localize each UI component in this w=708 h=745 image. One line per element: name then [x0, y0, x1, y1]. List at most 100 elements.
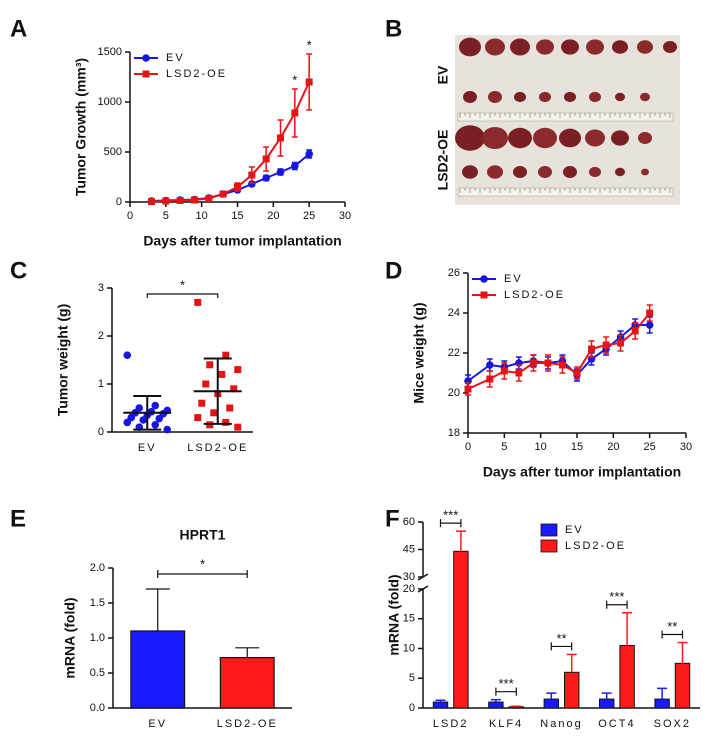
error-bar	[490, 698, 501, 703]
tumor	[611, 130, 629, 146]
tumor	[459, 37, 481, 57]
point	[486, 375, 494, 383]
y-tick-label: 500	[104, 146, 122, 158]
bar	[130, 630, 186, 709]
panel-letter: D	[385, 257, 402, 284]
point	[230, 385, 238, 393]
y-tick-label: 1000	[98, 96, 122, 108]
point	[529, 359, 537, 367]
x-tick-label: OCT4	[598, 718, 635, 730]
point	[544, 359, 552, 367]
legend-label: EV	[504, 273, 523, 285]
x-tick-label: 15	[571, 441, 583, 453]
tumor	[589, 91, 601, 103]
y-tick-label: 2	[98, 330, 104, 342]
point	[155, 414, 164, 423]
y-tick-label: 15	[403, 613, 415, 625]
point	[558, 361, 566, 369]
error-bar	[677, 641, 688, 664]
tumor	[615, 92, 625, 102]
bar	[674, 662, 691, 709]
series-line	[467, 324, 650, 382]
point	[234, 423, 242, 431]
legend-label: EV	[166, 52, 185, 64]
bar	[654, 698, 670, 709]
series-line	[151, 153, 310, 202]
significance: *	[200, 556, 205, 571]
tumor	[508, 127, 532, 149]
x-tick-label: 10	[535, 441, 547, 453]
bar	[432, 701, 449, 709]
y-tick-label: 45	[403, 543, 415, 555]
significance-bracket	[550, 642, 573, 651]
series-line	[151, 81, 311, 203]
x-axis-label: Days after tumor implantation	[143, 233, 341, 249]
panel-letter: F	[385, 505, 400, 532]
significance: ***	[609, 589, 624, 604]
tumor	[533, 127, 557, 149]
y-tick-label: 10	[403, 642, 415, 654]
point	[151, 421, 160, 429]
x-tick-label: 0	[127, 210, 133, 222]
x-tick-label: LSD2	[433, 718, 469, 730]
tumor	[482, 126, 508, 150]
point	[123, 418, 132, 427]
significance-bracket	[157, 570, 248, 578]
significance: ***	[499, 676, 514, 691]
legend-swatch	[540, 539, 558, 553]
legend-label: LSD2-OE	[565, 540, 626, 552]
y-axis-label: mRNA (fold)	[386, 574, 402, 655]
significance-bracket	[439, 519, 462, 528]
point	[222, 418, 230, 426]
annotation: *	[307, 37, 312, 52]
x-tick-label: 25	[644, 441, 656, 453]
error-bar	[657, 687, 668, 700]
y-tick-label: 1.0	[90, 632, 105, 644]
legend-marker	[142, 54, 150, 62]
tumor	[536, 39, 554, 55]
point	[205, 195, 213, 202]
point	[194, 298, 202, 306]
point	[151, 401, 160, 410]
bar	[508, 706, 525, 709]
tumor	[586, 39, 604, 55]
legend-swatch	[540, 523, 558, 537]
tumor	[615, 167, 625, 177]
error-bar	[511, 705, 522, 707]
tumor	[640, 92, 650, 102]
tumor	[485, 38, 505, 56]
point	[262, 174, 270, 182]
tumor	[455, 125, 485, 151]
point	[500, 367, 508, 375]
point	[276, 168, 285, 176]
significance: **	[556, 631, 566, 646]
x-tick-label: LSD2-OE	[217, 718, 278, 730]
error-bar	[435, 699, 446, 703]
tumor	[462, 165, 478, 179]
point	[645, 321, 654, 329]
point	[602, 341, 610, 349]
tumor	[663, 41, 677, 53]
point	[248, 180, 256, 188]
point	[646, 309, 654, 317]
x-tick-label: 25	[303, 210, 315, 222]
ruler	[457, 112, 674, 122]
legend-marker	[480, 291, 488, 299]
sd-bar	[203, 357, 232, 425]
error-bar	[566, 653, 577, 673]
point	[617, 339, 625, 347]
point	[202, 380, 210, 388]
x-tick-label: SOX2	[654, 718, 691, 730]
point	[123, 351, 132, 360]
point	[573, 369, 581, 377]
tumor	[585, 129, 605, 147]
chart-title: HPRT1	[180, 527, 226, 543]
significance-bracket	[661, 630, 684, 639]
point	[198, 399, 206, 407]
bar	[219, 656, 275, 709]
x-tick-label: KLF4	[489, 718, 523, 730]
y-tick-label: 22	[448, 347, 460, 359]
y-tick-label: 24	[448, 307, 460, 319]
y-tick-label: 0	[98, 426, 104, 438]
y-tick-label: 1.5	[90, 597, 105, 609]
